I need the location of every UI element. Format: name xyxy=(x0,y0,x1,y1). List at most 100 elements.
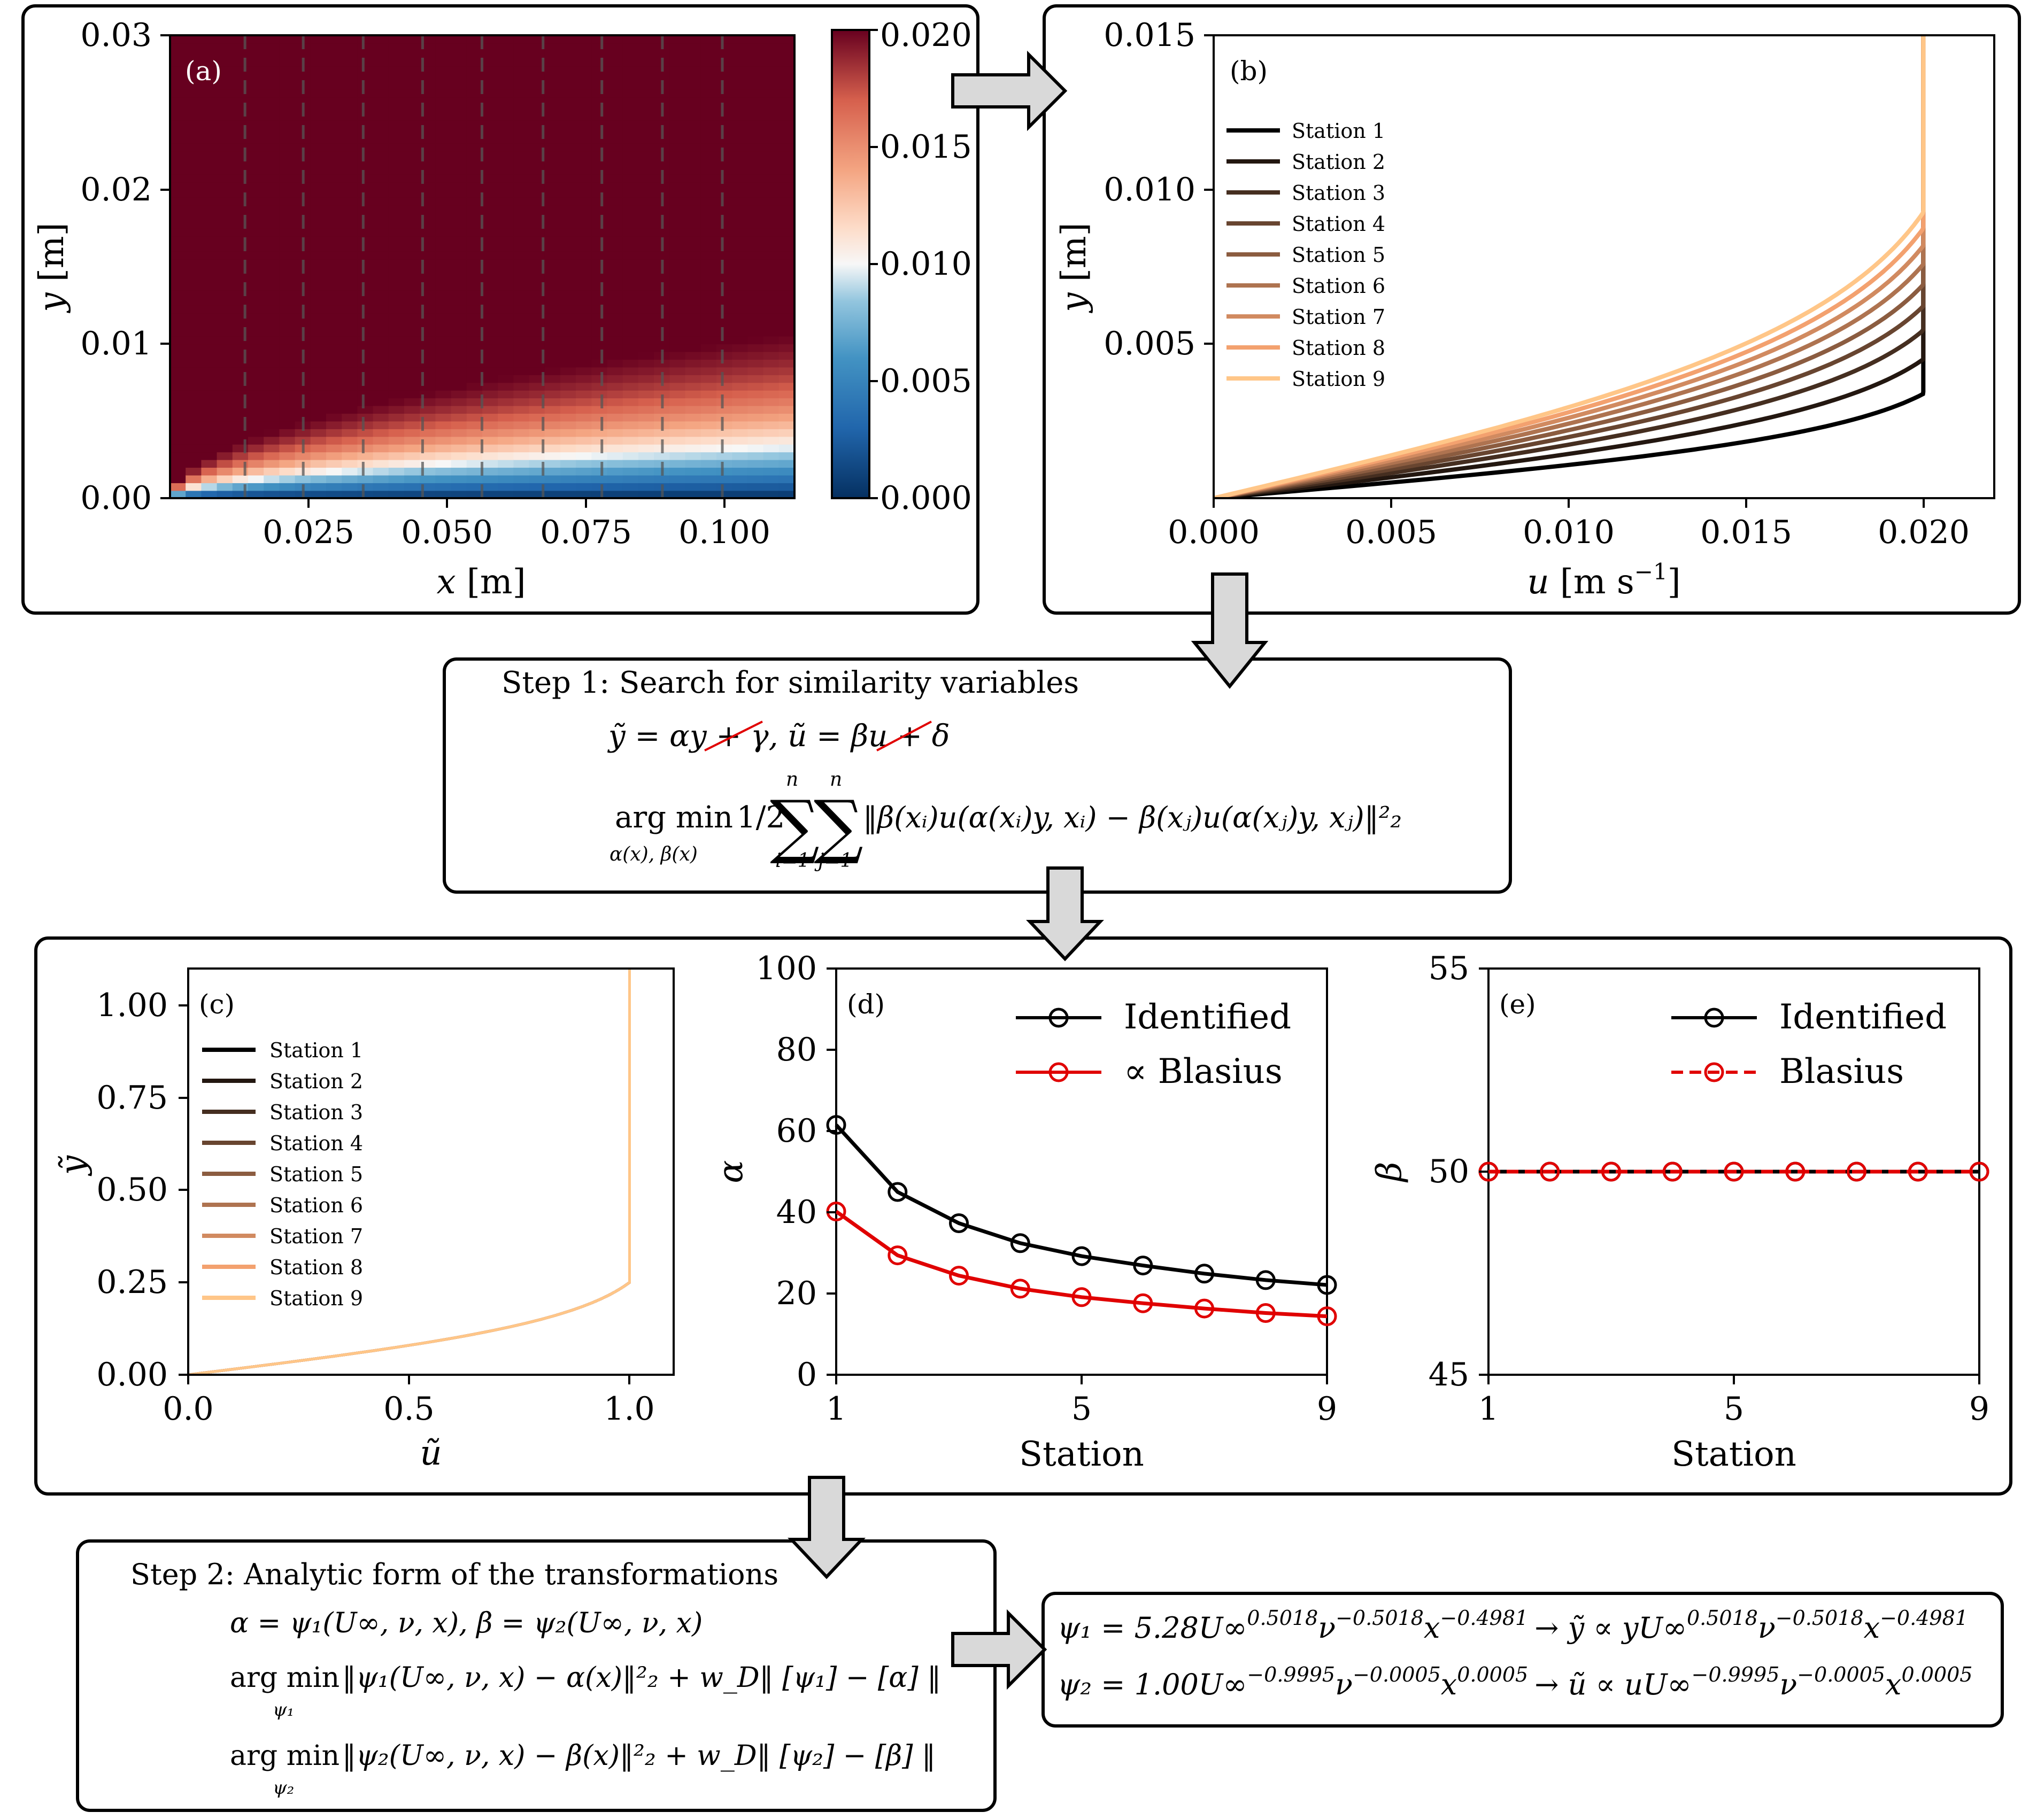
heatmap-cell xyxy=(248,81,264,90)
heatmap-cell xyxy=(279,413,296,422)
heatmap-cell xyxy=(310,282,327,291)
heatmap-cell xyxy=(357,490,374,499)
heatmap-cell xyxy=(326,413,342,422)
heatmap-cell xyxy=(482,128,498,136)
heatmap-cell xyxy=(404,197,420,206)
heatmap-cell xyxy=(420,321,436,329)
heatmap-cell xyxy=(373,66,389,74)
heatmap-cell xyxy=(622,128,639,136)
heatmap-cell xyxy=(700,197,717,206)
heatmap-cell xyxy=(560,305,576,314)
heatmap-cell xyxy=(186,236,202,244)
heatmap-cell xyxy=(529,375,545,383)
heatmap-cell xyxy=(498,429,514,437)
heatmap-cell xyxy=(170,212,186,221)
heatmap-cell xyxy=(435,444,452,453)
heatmap-cell xyxy=(529,313,545,321)
heatmap-cell xyxy=(622,174,639,183)
heatmap-cell xyxy=(435,236,452,244)
heatmap-cell xyxy=(716,243,732,252)
heatmap-cell xyxy=(529,58,545,67)
heatmap-cell xyxy=(482,390,498,399)
heatmap-cell xyxy=(622,66,639,74)
heatmap-cell xyxy=(466,267,483,275)
a-ytick-label: 0.02 xyxy=(80,171,152,208)
heatmap-cell xyxy=(310,336,327,345)
heatmap-cell xyxy=(638,359,654,368)
heatmap-cell xyxy=(576,382,592,391)
heatmap-cell xyxy=(342,58,358,67)
heatmap-cell xyxy=(763,398,780,406)
heatmap-cell xyxy=(201,336,218,345)
heatmap-cell xyxy=(357,267,374,275)
legend-c-label: Station 7 xyxy=(269,1225,363,1248)
argmin-subscript: α(x), β(x) xyxy=(610,843,698,865)
heatmap-cell xyxy=(170,444,186,453)
heatmap-cell xyxy=(326,251,342,260)
heatmap-cell xyxy=(654,429,670,437)
heatmap-cell xyxy=(607,483,623,491)
heatmap-cell xyxy=(576,228,592,237)
heatmap-cell xyxy=(170,351,186,360)
heatmap-cell xyxy=(622,282,639,291)
heatmap-cell xyxy=(607,112,623,121)
heatmap-cell xyxy=(326,313,342,321)
heatmap-cell xyxy=(576,429,592,437)
heatmap-cell xyxy=(279,282,296,291)
heatmap-cell xyxy=(763,259,780,267)
heatmap-cell xyxy=(186,212,202,221)
alpha-series xyxy=(826,1115,1337,1327)
heatmap-cell xyxy=(342,405,358,414)
heatmap-cell xyxy=(279,382,296,391)
heatmap-cell xyxy=(560,158,576,167)
heatmap-cell xyxy=(654,390,670,399)
heatmap-cell xyxy=(700,189,717,198)
c-xticks: 0.0 0.5 1.0 xyxy=(163,1375,655,1428)
heatmap-cell xyxy=(669,166,686,175)
heatmap-cell xyxy=(576,359,592,368)
series-marker xyxy=(1601,1161,1621,1182)
d-yticks: 0 20 40 60 80 100 xyxy=(755,950,836,1393)
heatmap-cell xyxy=(529,328,545,337)
heatmap-cell xyxy=(591,313,608,321)
heatmap-cell xyxy=(716,483,732,491)
heatmap-cell xyxy=(466,444,483,453)
heatmap-cell xyxy=(591,490,608,499)
heatmap-cell xyxy=(716,444,732,453)
heatmap-cell xyxy=(451,120,467,128)
heatmap-cell xyxy=(248,120,264,128)
series-marker xyxy=(1071,1287,1092,1307)
heatmap-cell xyxy=(388,467,405,476)
heatmap-cell xyxy=(763,89,780,98)
heatmap-cell xyxy=(342,375,358,383)
heatmap-cell xyxy=(560,351,576,360)
heatmap-cell xyxy=(264,475,280,483)
heatmap-cell xyxy=(700,120,717,128)
heatmap-cell xyxy=(763,382,780,391)
heatmap-cell xyxy=(638,174,654,183)
heatmap-cell xyxy=(201,313,218,321)
heatmap-cell xyxy=(170,282,186,291)
panel-d: (d) Identified ∝ Blasius 0 20 40 60 80 1… xyxy=(711,950,1337,1474)
heatmap-cell xyxy=(591,151,608,159)
heatmap-cell xyxy=(544,166,561,175)
heatmap-cell xyxy=(357,89,374,98)
heatmap-cell xyxy=(591,398,608,406)
heatmap-cell xyxy=(373,182,389,190)
heatmap-cell xyxy=(513,267,530,275)
heatmap-cell xyxy=(638,243,654,252)
heatmap-cell xyxy=(404,274,420,283)
heatmap-cell xyxy=(264,259,280,267)
heatmap-cell xyxy=(482,259,498,267)
heatmap-cell xyxy=(591,321,608,329)
heatmap-cell xyxy=(638,58,654,67)
heatmap-cell xyxy=(217,81,233,90)
heatmap-cell xyxy=(638,104,654,113)
heatmap-cell xyxy=(576,189,592,198)
heatmap-cell xyxy=(170,35,186,44)
heatmap-cell xyxy=(732,490,749,499)
heatmap-cell xyxy=(529,297,545,306)
b-xtick-label: 0.010 xyxy=(1523,514,1615,551)
heatmap-cell xyxy=(607,398,623,406)
heatmap-cell xyxy=(342,50,358,59)
